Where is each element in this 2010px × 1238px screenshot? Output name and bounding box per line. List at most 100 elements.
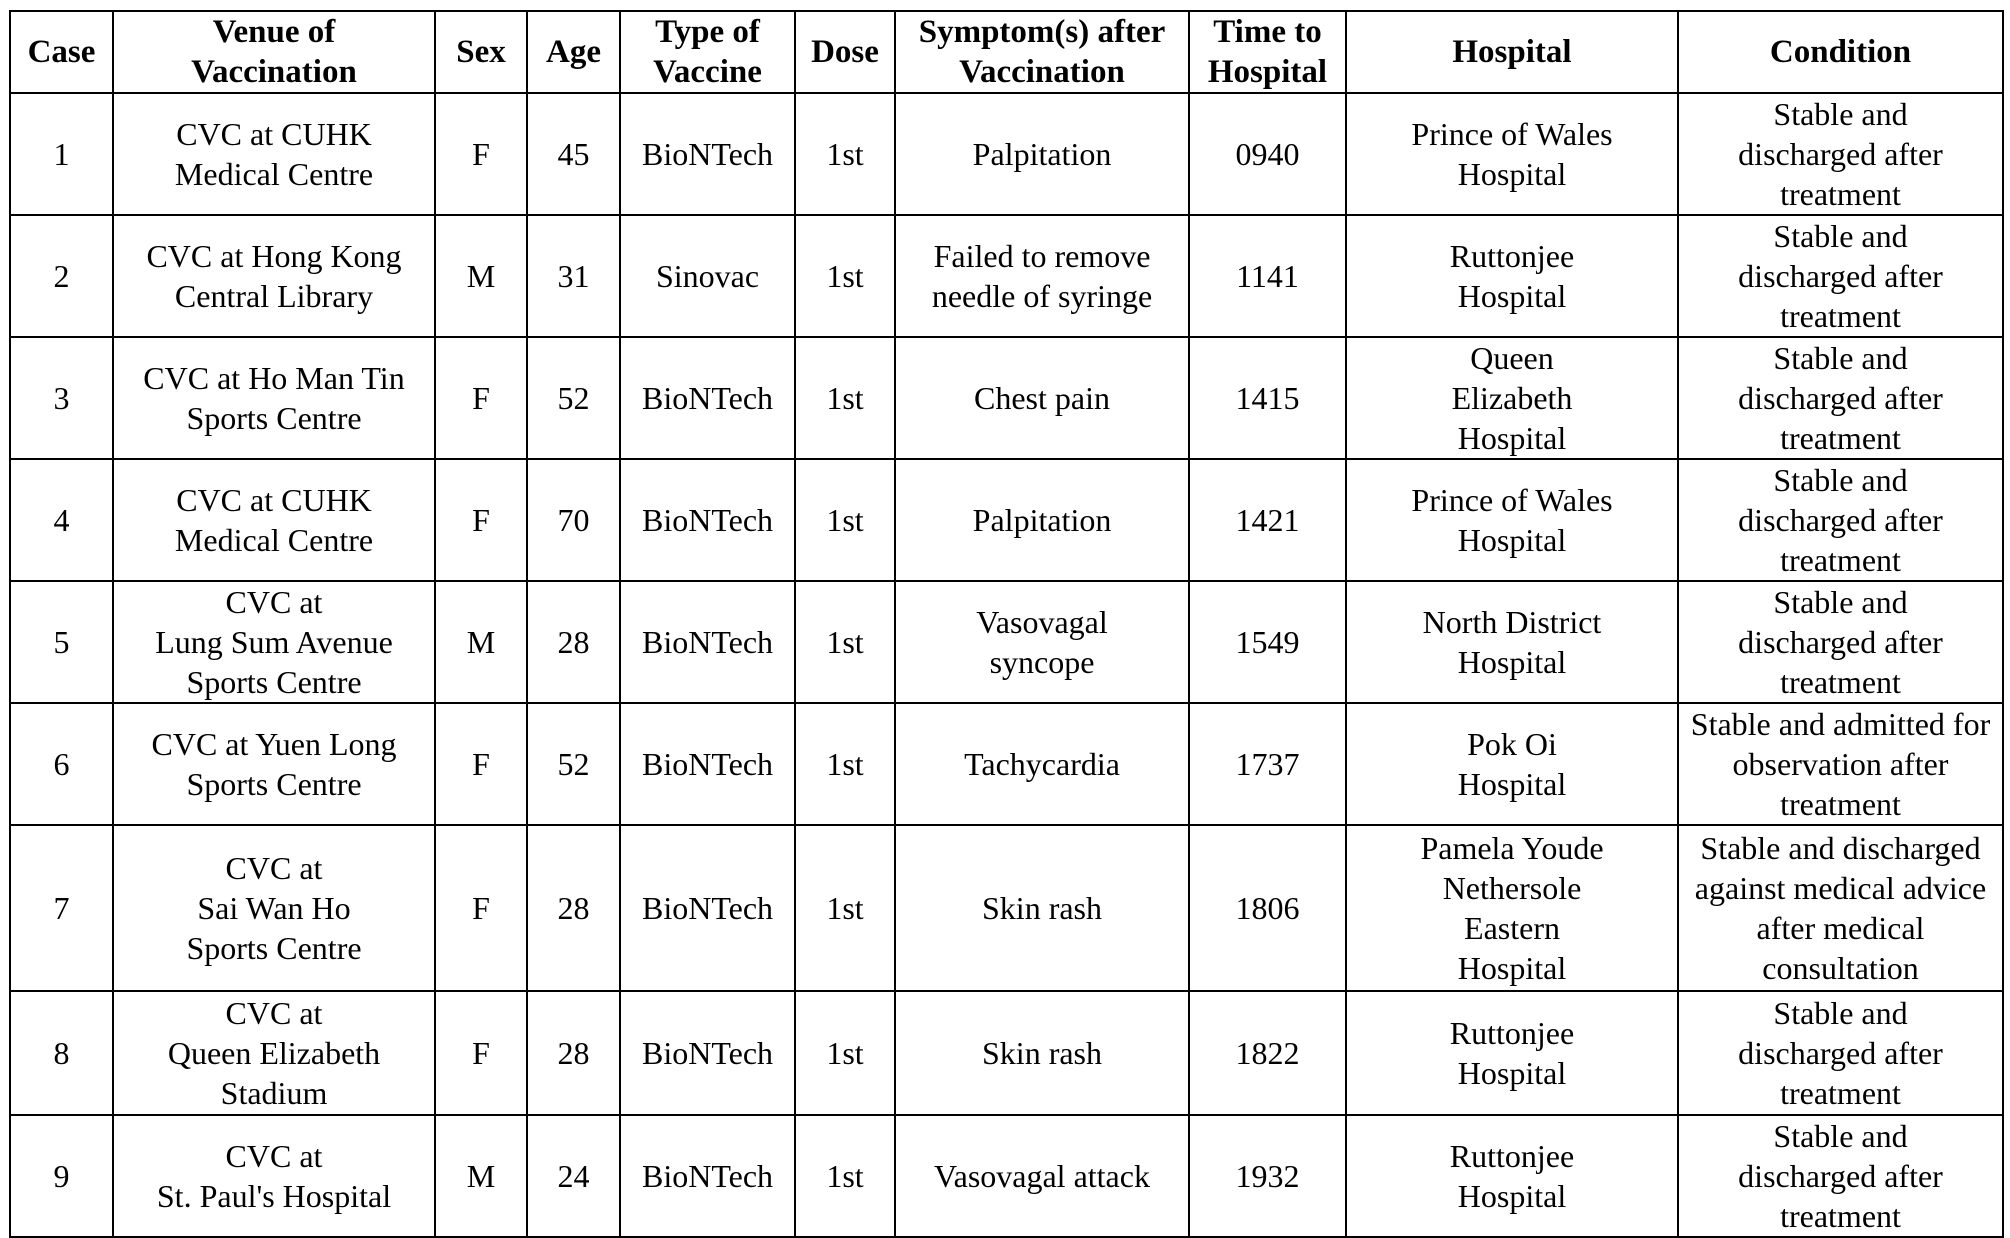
- age-cell: 31: [526, 214, 621, 338]
- venue-cell: CVC at Sai Wan Ho Sports Centre: [112, 824, 436, 992]
- venue-cell: CVC at Ho Man Tin Sports Centre: [112, 336, 436, 460]
- time-to-hospital-cell: 1822: [1188, 990, 1347, 1116]
- hospital-cell: Pamela Youde Nethersole Eastern Hospital: [1345, 824, 1679, 992]
- hospital-cell: Prince of Wales Hospital: [1345, 92, 1679, 216]
- condition-cell: Stable and discharged after treatment: [1677, 990, 2004, 1116]
- symptom-cell: Tachycardia: [894, 702, 1190, 826]
- table-row: 2 CVC at Hong Kong Central Library M 31 …: [9, 214, 2004, 338]
- symptom-cell: Skin rash: [894, 990, 1190, 1116]
- dose-cell: 1st: [794, 702, 896, 826]
- dose-cell: 1st: [794, 92, 896, 216]
- table-row: 1 CVC at CUHK Medical Centre F 45 BioNTe…: [9, 92, 2004, 216]
- venue-cell: CVC at Lung Sum Avenue Sports Centre: [112, 580, 436, 704]
- table-row: 9 CVC at St. Paul's Hospital M 24 BioNTe…: [9, 1114, 2004, 1238]
- symptom-cell: Palpitation: [894, 458, 1190, 582]
- hospital-cell: North District Hospital: [1345, 580, 1679, 704]
- case-number-cell: 6: [9, 702, 114, 826]
- age-cell: 52: [526, 702, 621, 826]
- condition-cell: Stable and discharged against medical ad…: [1677, 824, 2004, 992]
- case-number-cell: 1: [9, 92, 114, 216]
- dose-cell: 1st: [794, 580, 896, 704]
- header-symptoms: Symptom(s) after Vaccination: [894, 10, 1190, 94]
- vaccine-type-cell: Sinovac: [619, 214, 796, 338]
- venue-cell: CVC at CUHK Medical Centre: [112, 92, 436, 216]
- header-vaccine-type: Type of Vaccine: [619, 10, 796, 94]
- age-cell: 45: [526, 92, 621, 216]
- symptom-cell: Palpitation: [894, 92, 1190, 216]
- venue-cell: CVC at CUHK Medical Centre: [112, 458, 436, 582]
- table-row: 7 CVC at Sai Wan Ho Sports Centre F 28 B…: [9, 824, 2004, 992]
- case-number-cell: 8: [9, 990, 114, 1116]
- dose-cell: 1st: [794, 336, 896, 460]
- dose-cell: 1st: [794, 214, 896, 338]
- table-row: 3 CVC at Ho Man Tin Sports Centre F 52 B…: [9, 336, 2004, 460]
- hospital-cell: Ruttonjee Hospital: [1345, 990, 1679, 1116]
- time-to-hospital-cell: 1415: [1188, 336, 1347, 460]
- header-case: Case: [9, 10, 114, 94]
- hospital-cell: Pok Oi Hospital: [1345, 702, 1679, 826]
- hospital-cell: Queen Elizabeth Hospital: [1345, 336, 1679, 460]
- dose-cell: 1st: [794, 458, 896, 582]
- table-row: 4 CVC at CUHK Medical Centre F 70 BioNTe…: [9, 458, 2004, 582]
- hospital-cell: Prince of Wales Hospital: [1345, 458, 1679, 582]
- table-row: 8 CVC at Queen Elizabeth Stadium F 28 Bi…: [9, 990, 2004, 1116]
- age-cell: 52: [526, 336, 621, 460]
- condition-cell: Stable and discharged after treatment: [1677, 92, 2004, 216]
- symptom-cell: Chest pain: [894, 336, 1190, 460]
- vaccine-type-cell: BioNTech: [619, 580, 796, 704]
- table-row: 5 CVC at Lung Sum Avenue Sports Centre M…: [9, 580, 2004, 704]
- header-condition: Condition: [1677, 10, 2004, 94]
- time-to-hospital-cell: 1737: [1188, 702, 1347, 826]
- time-to-hospital-cell: 1421: [1188, 458, 1347, 582]
- table-header-row: Case Venue of Vaccination Sex Age Type o…: [9, 10, 2004, 94]
- symptom-cell: Vasovagal attack: [894, 1114, 1190, 1238]
- sex-cell: F: [434, 92, 528, 216]
- vaccine-type-cell: BioNTech: [619, 92, 796, 216]
- vaccine-type-cell: BioNTech: [619, 336, 796, 460]
- vaccine-type-cell: BioNTech: [619, 824, 796, 992]
- sex-cell: F: [434, 702, 528, 826]
- case-number-cell: 3: [9, 336, 114, 460]
- venue-cell: CVC at St. Paul's Hospital: [112, 1114, 436, 1238]
- sex-cell: F: [434, 336, 528, 460]
- time-to-hospital-cell: 1806: [1188, 824, 1347, 992]
- condition-cell: Stable and discharged after treatment: [1677, 214, 2004, 338]
- symptom-cell: Skin rash: [894, 824, 1190, 992]
- age-cell: 24: [526, 1114, 621, 1238]
- venue-cell: CVC at Hong Kong Central Library: [112, 214, 436, 338]
- header-dose: Dose: [794, 10, 896, 94]
- case-number-cell: 7: [9, 824, 114, 992]
- venue-cell: CVC at Yuen Long Sports Centre: [112, 702, 436, 826]
- symptom-cell: Vasovagal syncope: [894, 580, 1190, 704]
- time-to-hospital-cell: 1549: [1188, 580, 1347, 704]
- header-sex: Sex: [434, 10, 528, 94]
- dose-cell: 1st: [794, 990, 896, 1116]
- dose-cell: 1st: [794, 824, 896, 992]
- condition-cell: Stable and discharged after treatment: [1677, 458, 2004, 582]
- vaccine-type-cell: BioNTech: [619, 1114, 796, 1238]
- case-number-cell: 2: [9, 214, 114, 338]
- age-cell: 28: [526, 990, 621, 1116]
- age-cell: 70: [526, 458, 621, 582]
- hospital-cell: Ruttonjee Hospital: [1345, 1114, 1679, 1238]
- sex-cell: F: [434, 458, 528, 582]
- vaccine-type-cell: BioNTech: [619, 702, 796, 826]
- vaccine-type-cell: BioNTech: [619, 990, 796, 1116]
- case-number-cell: 9: [9, 1114, 114, 1238]
- age-cell: 28: [526, 824, 621, 992]
- header-time-to-hospital: Time to Hospital: [1188, 10, 1347, 94]
- sex-cell: M: [434, 214, 528, 338]
- vaccination-cases-table: Case Venue of Vaccination Sex Age Type o…: [9, 10, 2004, 1238]
- header-hospital: Hospital: [1345, 10, 1679, 94]
- sex-cell: M: [434, 580, 528, 704]
- hospital-cell: Ruttonjee Hospital: [1345, 214, 1679, 338]
- venue-cell: CVC at Queen Elizabeth Stadium: [112, 990, 436, 1116]
- symptom-cell: Failed to remove needle of syringe: [894, 214, 1190, 338]
- condition-cell: Stable and discharged after treatment: [1677, 336, 2004, 460]
- case-number-cell: 4: [9, 458, 114, 582]
- condition-cell: Stable and discharged after treatment: [1677, 1114, 2004, 1238]
- header-venue: Venue of Vaccination: [112, 10, 436, 94]
- header-age: Age: [526, 10, 621, 94]
- time-to-hospital-cell: 1932: [1188, 1114, 1347, 1238]
- time-to-hospital-cell: 1141: [1188, 214, 1347, 338]
